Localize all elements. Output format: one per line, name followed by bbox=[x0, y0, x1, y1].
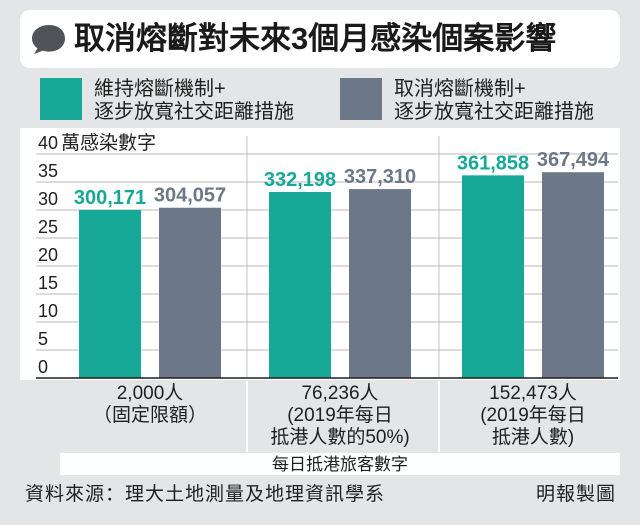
category-sublabel: （固定限額） bbox=[93, 404, 207, 426]
y-tick-label: 0 bbox=[38, 357, 48, 377]
legend-item-cancel-breaker: 取消熔斷機制+ 逐步放寬社交距離措施 bbox=[340, 78, 620, 124]
y-tick-label: 35 bbox=[38, 161, 58, 181]
bar-series2-group2 bbox=[349, 189, 411, 378]
legend-label-line2: 逐步放寬社交距離措施 bbox=[394, 101, 594, 123]
legend-label-line1: 維持熔斷機制+ bbox=[94, 78, 226, 100]
credit-note: 明報製圖 bbox=[535, 484, 616, 505]
y-tick-label: 10 bbox=[38, 301, 58, 321]
source-note: 資料來源：理大土地測量及地理資訊學系 bbox=[25, 484, 386, 505]
title-banner: 取消熔斷對未來3個月感染個案影響 bbox=[20, 10, 620, 68]
bar-chart: 0 5 10 15 20 25 30 35 40 萬感染數字 300,171 332,198 361,8… bbox=[20, 128, 620, 475]
category-sublabel: 抵港人數) bbox=[492, 426, 574, 448]
bar-value-label: 332,198 bbox=[264, 169, 336, 191]
bar-series1-group1 bbox=[79, 209, 141, 378]
bar-value-label: 304,057 bbox=[154, 185, 226, 207]
bar-value-label: 367,494 bbox=[537, 149, 610, 171]
y-tick-label: 15 bbox=[38, 273, 58, 293]
y-tick-label: 30 bbox=[38, 189, 58, 209]
y-tick-label: 40 bbox=[38, 133, 58, 153]
y-tick-label: 20 bbox=[38, 245, 58, 265]
bar-value-label: 300,171 bbox=[74, 187, 146, 209]
legend-label-line2: 逐步放寬社交距離措施 bbox=[94, 101, 294, 123]
y-tick-label: 25 bbox=[38, 217, 58, 237]
speech-bubble-icon bbox=[32, 25, 65, 54]
bar-value-label: 361,858 bbox=[457, 152, 529, 174]
y-tick-label: 5 bbox=[38, 329, 48, 349]
x-axis-label-strip bbox=[60, 453, 620, 475]
legend-item-maintain-breaker: 維持熔斷機制+ 逐步放寬社交距離措施 bbox=[40, 78, 320, 124]
bar-series2-group3 bbox=[542, 172, 604, 378]
legend-swatch-teal bbox=[40, 78, 82, 120]
chart-title: 取消熔斷對未來3個月感染個案影響 bbox=[74, 21, 557, 56]
y-axis-label: 萬感染數字 bbox=[61, 132, 156, 154]
category-label: 2,000人 bbox=[117, 382, 184, 404]
bar-value-label: 337,310 bbox=[344, 166, 416, 188]
category-label: 76,236人 bbox=[301, 382, 378, 404]
legend-swatch-gray bbox=[340, 78, 382, 120]
bar-series1-group2 bbox=[269, 191, 331, 378]
bar-series1-group3 bbox=[462, 175, 524, 378]
x-axis-label: 每日抵港旅客數字 bbox=[272, 455, 408, 474]
category-label: 152,473人 bbox=[489, 382, 577, 404]
bar-series2-group1 bbox=[159, 207, 221, 378]
category-sublabel: (2019年每日 bbox=[287, 404, 393, 426]
legend-label-line1: 取消熔斷機制+ bbox=[394, 78, 526, 100]
category-sublabel: 抵港人數的50%) bbox=[270, 426, 409, 448]
category-sublabel: (2019年每日 bbox=[480, 404, 586, 426]
